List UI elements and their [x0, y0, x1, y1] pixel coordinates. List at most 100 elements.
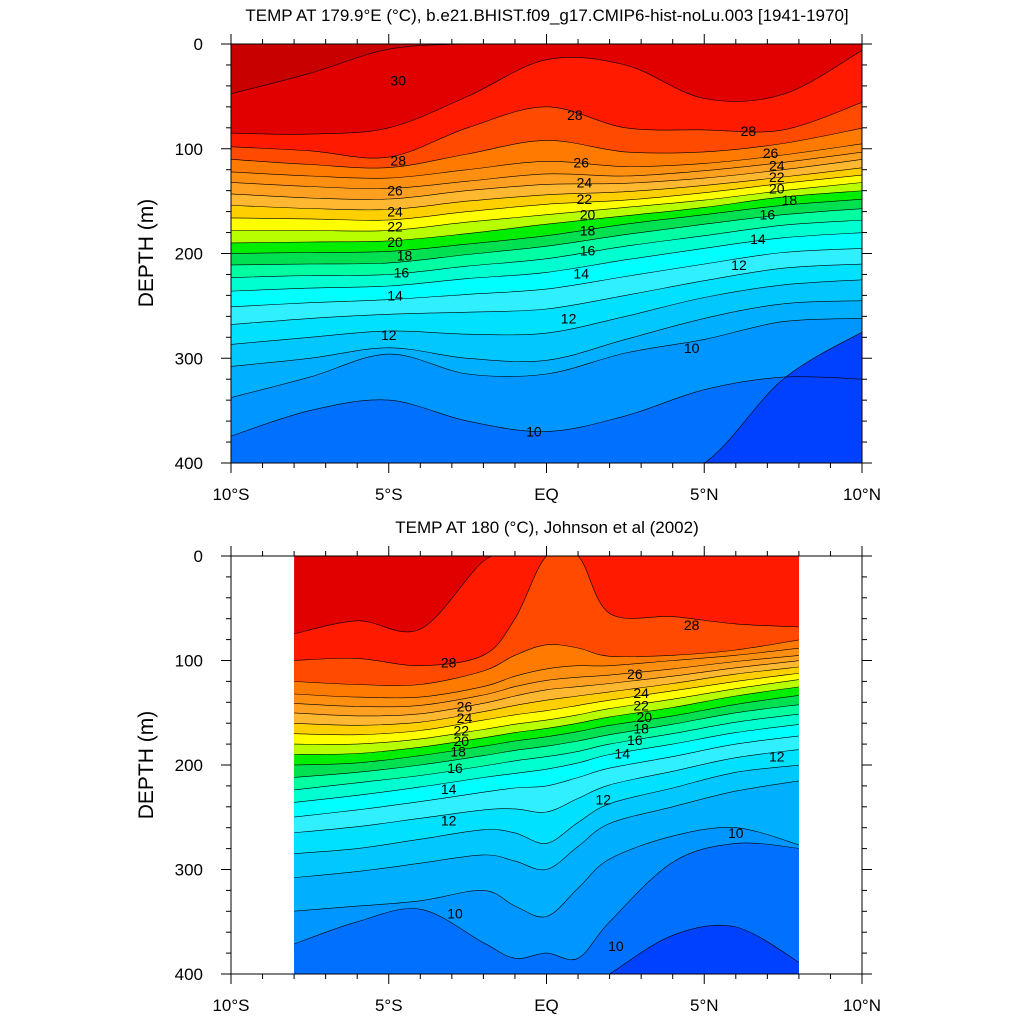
isotherm-line	[294, 827, 799, 918]
chart-title: TEMP AT 179.9°E (°C), b.e21.BHIST.f09_g1…	[245, 6, 848, 25]
contour-label: 10	[526, 424, 542, 440]
contour-band	[704, 332, 862, 463]
contour-label: 12	[441, 812, 457, 828]
isotherm-line	[294, 655, 799, 708]
x-tick-label: 10°S	[212, 996, 249, 1015]
contour-label: 18	[580, 222, 596, 238]
isotherm-line	[294, 713, 799, 791]
contour-label: 28	[684, 617, 700, 633]
isotherm-line	[294, 704, 799, 778]
isotherm-line	[294, 694, 799, 766]
isotherm-line	[294, 724, 799, 803]
x-tick-label: 10°N	[843, 485, 881, 504]
chart-title: TEMP AT 180 (°C), Johnson et al (2002)	[395, 518, 699, 537]
contour-band	[231, 376, 862, 463]
isotherm-line	[231, 167, 862, 211]
isotherm-line	[294, 679, 799, 745]
isotherm-line	[231, 151, 862, 190]
contour-label: 12	[381, 327, 397, 343]
isotherm-line	[231, 318, 862, 398]
contour-label: 26	[627, 666, 643, 682]
contour-label: 24	[633, 685, 649, 701]
contour-label: 20	[769, 181, 785, 197]
contour-label: 10	[608, 938, 624, 954]
isotherm-line	[294, 672, 799, 736]
isotherm-line	[231, 300, 862, 367]
contour-label: 24	[577, 174, 593, 190]
isotherm-line	[231, 102, 862, 159]
contour-label: 20	[580, 207, 596, 223]
contour-label: 18	[397, 248, 413, 264]
y-tick-label: 0	[194, 547, 203, 566]
contour-label: 22	[387, 218, 403, 234]
y-tick-label: 300	[175, 861, 203, 880]
contour-label: 22	[454, 723, 470, 739]
isotherm-line	[231, 143, 862, 179]
contour-label: 20	[387, 234, 403, 250]
isotherm-line	[231, 208, 862, 266]
contour-label: 26	[573, 154, 589, 170]
y-tick-label: 200	[175, 756, 203, 775]
isotherm-line	[294, 749, 799, 834]
isotherm-line	[294, 780, 799, 879]
contour-label: 12	[731, 257, 747, 273]
isotherm-line	[231, 232, 862, 292]
contour-label: 12	[769, 749, 785, 765]
isotherm-line	[294, 735, 799, 818]
contour-label: 30	[390, 73, 406, 89]
isotherm-line	[294, 660, 799, 717]
isotherm-line	[294, 639, 799, 686]
contour-label: 12	[561, 310, 577, 326]
isotherm-line	[231, 182, 862, 232]
contour-label: 14	[750, 231, 766, 247]
isotherm-line	[231, 263, 862, 325]
x-tick-label: EQ	[534, 485, 559, 504]
contour-label: 10	[684, 340, 700, 356]
y-axis-label: DEPTH (m)	[135, 199, 158, 308]
y-tick-label: 400	[175, 454, 203, 473]
contour-label: 14	[441, 781, 457, 797]
contour-field: 2828262624222018161412102422201816141212…	[294, 556, 799, 974]
contour-label: 16	[394, 264, 410, 280]
x-tick-label: 10°S	[212, 485, 249, 504]
isotherm-line	[231, 44, 862, 95]
isotherm-line	[231, 190, 862, 244]
contour-label: 26	[763, 145, 779, 161]
isotherm-line	[231, 279, 862, 345]
x-tick-label: 5°S	[375, 485, 403, 504]
y-tick-label: 300	[175, 349, 203, 368]
isotherm-line	[231, 127, 862, 169]
contour-label: 16	[760, 207, 776, 223]
x-tick-label: 5°S	[375, 996, 403, 1015]
contour-label: 28	[567, 107, 583, 123]
contour-label: 10	[447, 905, 463, 921]
isotherm-line	[609, 924, 799, 974]
contour-label: 12	[596, 791, 612, 807]
isotherm-line	[231, 219, 862, 278]
contour-label: 22	[769, 169, 785, 185]
contour-label: 18	[450, 743, 466, 759]
isotherm-line	[231, 50, 862, 135]
contour-band	[609, 925, 799, 974]
x-tick-label: 10°N	[843, 996, 881, 1015]
panel-observations: TEMP AT 180 (°C), Johnson et al (2002) D…	[135, 518, 881, 1015]
isotherm-line	[231, 248, 862, 308]
isotherm-line	[231, 174, 862, 221]
contour-label: 24	[387, 204, 403, 220]
x-tick-label: EQ	[534, 996, 559, 1015]
contour-label: 16	[627, 732, 643, 748]
contour-label: 24	[769, 158, 785, 174]
y-tick-label: 400	[175, 965, 203, 984]
contour-label: 26	[457, 698, 473, 714]
isotherm-line	[294, 666, 799, 726]
contour-label: 22	[577, 191, 593, 207]
isotherm-line	[294, 647, 799, 699]
isotherm-line	[294, 686, 799, 755]
contour-label: 20	[637, 709, 653, 725]
isotherm-line	[231, 376, 862, 437]
contour-label: 24	[457, 710, 473, 726]
isotherm-line	[703, 331, 862, 463]
isotherm-line	[294, 556, 799, 635]
isotherm-line	[294, 764, 799, 854]
